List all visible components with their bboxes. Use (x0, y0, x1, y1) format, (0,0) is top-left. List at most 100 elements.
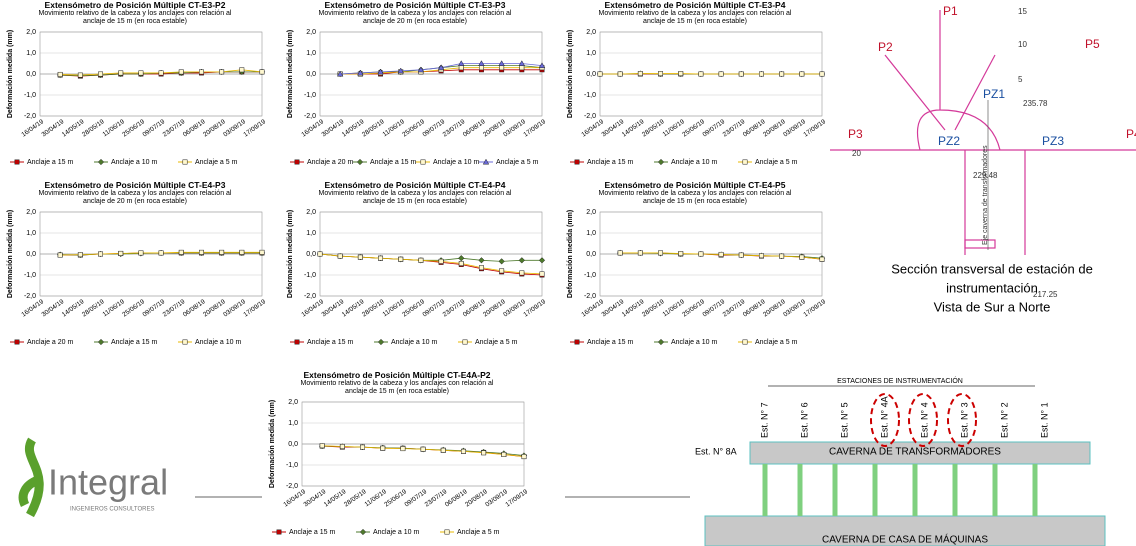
chart-title: Extensómetro de Posición Múltiple CT-E3-… (604, 0, 786, 10)
chart-title: Extensómetro de Posición Múltiple CT-E4-… (604, 180, 786, 190)
point (617, 71, 623, 77)
x-tick-label: 17/09/19 (522, 118, 547, 138)
plot: Deformación medida (mm) 2,0 1,0 0,0 -1,0 -2,0… (7, 209, 268, 346)
station-label: Est. N° 7 (759, 402, 769, 438)
legend-label: Anclaje a 5 m (496, 159, 539, 166)
label: Eje caverna de transformadores (982, 145, 989, 245)
point (77, 252, 83, 258)
label: CAVERNA DE CASA DE MÁQUINAS (822, 533, 988, 546)
y-tick-label: 0,0 (288, 441, 298, 448)
y-tick-label: -1,0 (584, 92, 596, 99)
point (356, 158, 364, 166)
chart-title: Extensómetro de Posición Múltiple CT-E3-… (44, 0, 226, 10)
y-axis-label: Deformación medida (mm) (269, 400, 276, 488)
point (158, 250, 164, 256)
point (574, 159, 580, 165)
point (239, 67, 245, 73)
point (57, 252, 63, 258)
y-tick-label: -2,0 (24, 293, 36, 300)
label: CAVERNA DE TRANSFORMADORES (829, 447, 1001, 458)
point (98, 251, 103, 257)
x-tick-label: 17/09/19 (522, 298, 547, 318)
point (239, 249, 245, 255)
legend-label: Anclaje a 15 m (307, 339, 353, 346)
point (199, 69, 204, 75)
y-tick-label: 0,0 (306, 251, 316, 258)
chart: Extensómetro de Posición Múltiple CT-E3-… (280, 0, 550, 175)
point (360, 444, 365, 450)
point (259, 69, 265, 75)
legend-label: Anclaje a 10 m (195, 339, 241, 346)
point (678, 71, 684, 77)
point (538, 257, 546, 264)
y-tick-label: 0,0 (26, 71, 36, 78)
point (499, 268, 505, 274)
point (14, 159, 20, 165)
label: P4 (1126, 127, 1136, 141)
plot: Deformación medida (mm) 2,0 1,0 0,0 -1,0 -2,0… (287, 209, 548, 346)
point (519, 65, 525, 71)
x-tick-label: 17/09/19 (802, 118, 827, 138)
point (521, 454, 527, 460)
chart-subtitle: Movimiento relativo de la cabeza y los a… (38, 190, 232, 205)
point (738, 252, 744, 258)
point (518, 257, 525, 264)
plot: Deformación medida (mm) 2,0 1,0 0,0 -1,0 -2,0… (567, 29, 828, 166)
point (294, 339, 300, 345)
point (658, 250, 663, 256)
y-tick-label: -2,0 (304, 293, 316, 300)
point (357, 69, 364, 76)
y-tick-label: 2,0 (306, 29, 316, 36)
point (336, 70, 344, 77)
point (118, 70, 124, 76)
chart: Extensómetro de Posición Múltiple CT-E4-… (560, 180, 830, 355)
label: PZ2 (938, 134, 960, 148)
chart: Extensómetro de Posición Múltiple CT-E4-… (0, 180, 270, 355)
point (698, 251, 704, 257)
legend-label: Anclaje a 10 m (671, 339, 717, 346)
point (319, 443, 325, 449)
point (759, 71, 764, 77)
y-tick-label: -1,0 (24, 272, 36, 279)
label: PZ1 (983, 87, 1005, 101)
station-label: Est. N° 6 (799, 402, 809, 438)
point (779, 253, 785, 259)
y-tick-label: 0,0 (586, 251, 596, 258)
point (478, 257, 485, 264)
y-tick-label: -1,0 (286, 462, 298, 469)
point (377, 338, 385, 346)
label: P1 (943, 4, 958, 18)
y-tick-label: 1,0 (586, 230, 596, 237)
point (539, 271, 545, 277)
point (420, 446, 426, 452)
point (14, 339, 20, 345)
point (417, 66, 425, 73)
point (637, 71, 643, 77)
point (637, 250, 643, 256)
y-tick-label: -2,0 (584, 113, 596, 120)
point (138, 70, 144, 76)
point (294, 159, 300, 165)
y-tick-label: 2,0 (288, 399, 298, 406)
label: 235.78 (1023, 99, 1048, 108)
x-tick-label: 17/09/19 (802, 298, 827, 318)
legend-label: Anclaje a 10 m (391, 339, 437, 346)
caption: Sección transversal de estación de (891, 261, 1093, 276)
x-tick-label: 17/09/19 (242, 298, 267, 318)
station-label: Est. N° 1 (1039, 402, 1049, 438)
point (378, 255, 383, 261)
point (458, 255, 465, 262)
point (718, 251, 724, 257)
plot: Deformación medida (mm) 2,0 1,0 0,0 -1,0 -2,0… (7, 29, 268, 166)
legend-label: Anclaje a 20 m (27, 339, 73, 346)
point (178, 69, 184, 75)
point (458, 60, 465, 66)
point (538, 62, 546, 69)
point (799, 71, 805, 77)
series-line (319, 253, 542, 262)
legend-label: Anclaje a 15 m (27, 159, 73, 166)
station-label: Est. N° 3 (959, 402, 969, 438)
point (98, 71, 103, 77)
point (438, 258, 444, 264)
chart-subtitle: Movimiento relativo de la cabeza y los a… (598, 190, 792, 205)
